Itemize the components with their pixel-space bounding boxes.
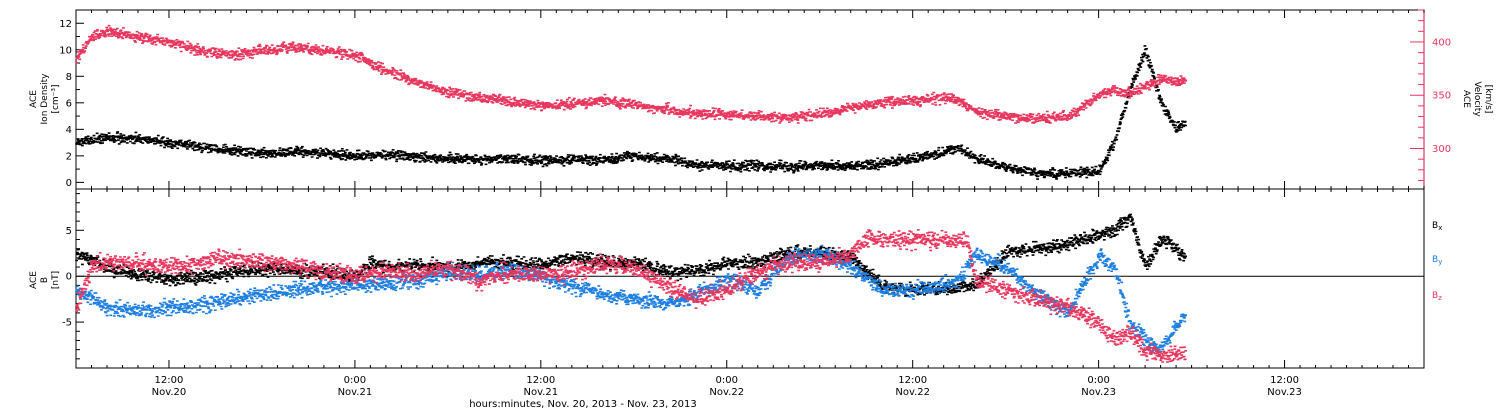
x-tick-time-label: 12:00 (526, 375, 555, 386)
velocity-label-unit: [km/s] (1483, 85, 1493, 114)
x-tick-date-label: Nov.22 (895, 387, 930, 398)
velocity-label-name: Velocity (1472, 81, 1482, 117)
time-axis: 12:00Nov.200:00Nov.2112:00Nov.210:00Nov.… (75, 10, 1425, 398)
x-tick-date-label: Nov.20 (152, 387, 187, 398)
top-series-layer (75, 24, 1187, 180)
x-tick-date-label: Nov.21 (523, 387, 558, 398)
velocity-label-ace: ACE (1461, 90, 1471, 108)
velocity-axis: 300 350 400 (1410, 9, 1451, 189)
field-label-ace: ACE (29, 271, 39, 289)
x-tick-date-label: Nov.23 (1081, 387, 1116, 398)
x-tick-time-label: 0:00 (716, 375, 738, 386)
density-label-name: Ion Density (40, 73, 50, 125)
density-axis: 0 2 4 6 8 10 12 (59, 19, 84, 189)
field-tick-label: 5 (66, 226, 72, 237)
velocity-tick-label: 350 (1432, 91, 1451, 102)
x-tick-time-label: 12:00 (1270, 375, 1299, 386)
velocity-tick-label: 400 (1432, 37, 1451, 48)
x-tick-time-label: 0:00 (344, 375, 366, 386)
x-tick-time-label: 12:00 (898, 375, 927, 386)
series-bz (75, 229, 1187, 363)
x-tick-date-label: Nov.23 (1267, 387, 1302, 398)
bottom-panel-frame (75, 188, 1425, 369)
magnetic-field-panel: -5 0 5 ACE B [nT] Bx By Bz (29, 188, 1442, 369)
series-ion-density (75, 45, 1187, 180)
velocity-tick-label: 300 (1432, 144, 1451, 155)
density-tick-label: 8 (66, 72, 72, 83)
field-label-name: B (40, 277, 50, 283)
legend-bz: Bz (1432, 291, 1442, 302)
field-tick-label: -5 (62, 318, 72, 329)
x-tick-time-label: 0:00 (1087, 375, 1109, 386)
density-tick-label: 6 (66, 98, 72, 109)
field-label-unit: [nT] (51, 271, 61, 289)
density-tick-label: 12 (59, 19, 72, 30)
legend-by: By (1432, 255, 1442, 266)
x-axis-title: hours:minutes, Nov. 20, 2013 - Nov. 23, … (469, 399, 697, 410)
legend-bx: Bx (1432, 221, 1442, 232)
density-tick-label: 0 (66, 178, 72, 189)
x-tick-date-label: Nov.22 (709, 387, 744, 398)
field-tick-label: 0 (66, 272, 72, 283)
density-tick-label: 4 (66, 125, 72, 136)
density-tick-label: 2 (66, 151, 72, 162)
x-tick-time-label: 12:00 (155, 375, 184, 386)
series-velocity (75, 24, 1187, 124)
density-velocity-panel: 0 2 4 6 8 10 12 300 350 400 ACE Ion Density [cm⁻… (29, 9, 1493, 190)
x-tick-date-label: Nov.21 (338, 387, 373, 398)
density-tick-label: 10 (59, 45, 72, 56)
density-label-ace: ACE (29, 90, 39, 108)
bottom-series-layer (75, 213, 1187, 363)
density-label-unit: [cm⁻³] (51, 84, 61, 113)
